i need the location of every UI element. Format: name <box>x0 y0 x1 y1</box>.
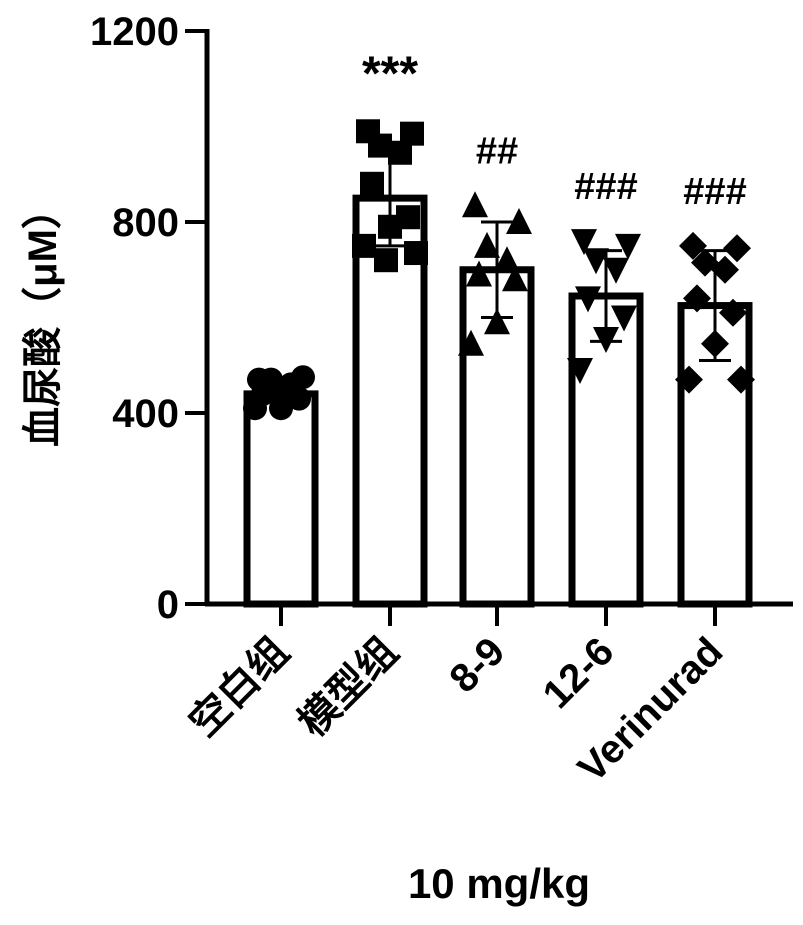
data-point <box>711 255 739 284</box>
data-point <box>404 241 428 266</box>
data-point <box>287 386 311 411</box>
data-point <box>374 248 398 273</box>
significance-label: ## <box>476 130 518 172</box>
data-point <box>458 329 484 356</box>
significance-label: ### <box>683 171 746 213</box>
labels: 血尿酸（μM） 10 mg/kg ***##### ### <box>21 47 747 907</box>
significance-label: ### <box>574 166 637 208</box>
data-point <box>603 257 629 284</box>
significance-label: *** <box>362 47 418 100</box>
data-point <box>484 308 510 335</box>
data-point <box>583 248 609 275</box>
data-point <box>679 231 707 260</box>
x-tick-label: 12-6 <box>535 629 623 717</box>
data-point <box>683 284 711 313</box>
y-tick-label: 800 <box>112 201 179 245</box>
data-point <box>723 234 751 263</box>
bar <box>677 302 753 608</box>
x-tick-label: 模型组 <box>290 629 406 745</box>
data-point <box>719 298 747 327</box>
x-tick-label: 8-9 <box>441 629 513 701</box>
data-point <box>506 208 532 234</box>
data-point <box>494 246 520 273</box>
y-tick-label: 1200 <box>90 10 179 54</box>
data-points <box>243 119 755 421</box>
data-point <box>269 396 293 421</box>
data-point <box>360 171 384 196</box>
data-point <box>571 229 597 256</box>
data-point <box>575 286 601 313</box>
data-point <box>462 191 488 218</box>
data-point <box>502 265 528 292</box>
y-tick-label: 0 <box>157 583 179 627</box>
data-point <box>466 260 492 287</box>
y-tick-label: 400 <box>112 392 179 436</box>
data-point <box>388 140 412 165</box>
data-point <box>727 365 755 394</box>
data-point <box>615 233 641 260</box>
data-point <box>611 305 637 332</box>
x-tick-label: 空白组 <box>181 629 297 745</box>
data-point <box>352 233 376 258</box>
data-point <box>567 358 593 385</box>
data-point <box>675 365 703 394</box>
y-axis-label: 血尿酸（μM） <box>21 189 65 447</box>
bar <box>243 390 319 608</box>
data-point <box>474 231 500 258</box>
data-point <box>243 396 267 421</box>
x-axis-label: 10 mg/kg <box>408 860 590 907</box>
